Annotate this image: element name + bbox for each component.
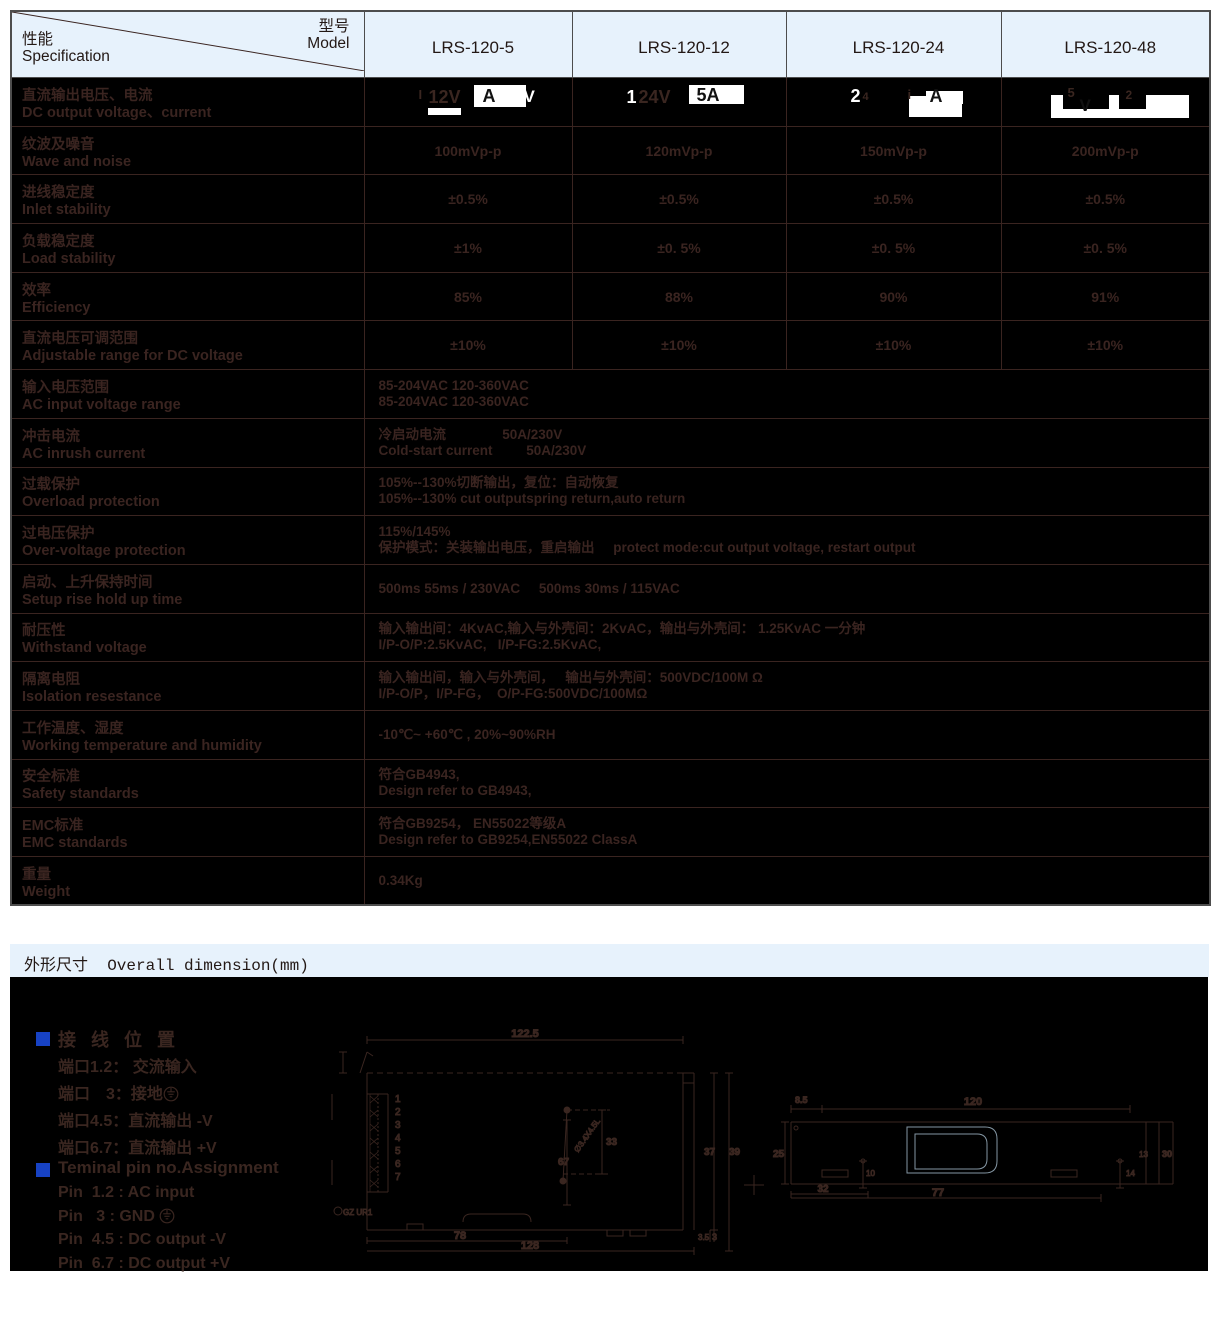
svg-text:25: 25 xyxy=(773,1149,785,1160)
svg-text:14: 14 xyxy=(1126,1169,1135,1178)
svg-text:5: 5 xyxy=(395,1146,401,1157)
svg-text:3.5: 3.5 xyxy=(698,1233,710,1242)
svg-text:32: 32 xyxy=(817,1184,829,1195)
svg-text:39: 39 xyxy=(729,1147,741,1158)
svg-text:13: 13 xyxy=(1139,1150,1148,1159)
svg-text:8.5: 8.5 xyxy=(795,1095,808,1105)
svg-text:3: 3 xyxy=(712,1232,717,1242)
svg-text:4: 4 xyxy=(395,1133,401,1144)
svg-text:∅3.4X4.5L: ∅3.4X4.5L xyxy=(572,1117,602,1155)
svg-text:6: 6 xyxy=(395,1159,401,1170)
svg-text:GZ UR1: GZ UR1 xyxy=(343,1208,373,1217)
svg-text:128: 128 xyxy=(521,1240,539,1252)
svg-text:3: 3 xyxy=(395,1120,401,1131)
svg-text:77: 77 xyxy=(932,1187,944,1199)
svg-text:10: 10 xyxy=(866,1169,875,1178)
svg-text:2: 2 xyxy=(395,1107,401,1118)
svg-text:120: 120 xyxy=(964,1096,982,1108)
svg-text:122.5: 122.5 xyxy=(511,1028,539,1040)
svg-text:37: 37 xyxy=(704,1147,716,1158)
svg-text:7: 7 xyxy=(395,1172,401,1183)
svg-text:30: 30 xyxy=(1162,1149,1172,1159)
svg-text:1: 1 xyxy=(395,1094,401,1105)
svg-text:78: 78 xyxy=(454,1230,466,1242)
svg-text:33: 33 xyxy=(606,1137,618,1148)
svg-text:67: 67 xyxy=(558,1157,570,1168)
